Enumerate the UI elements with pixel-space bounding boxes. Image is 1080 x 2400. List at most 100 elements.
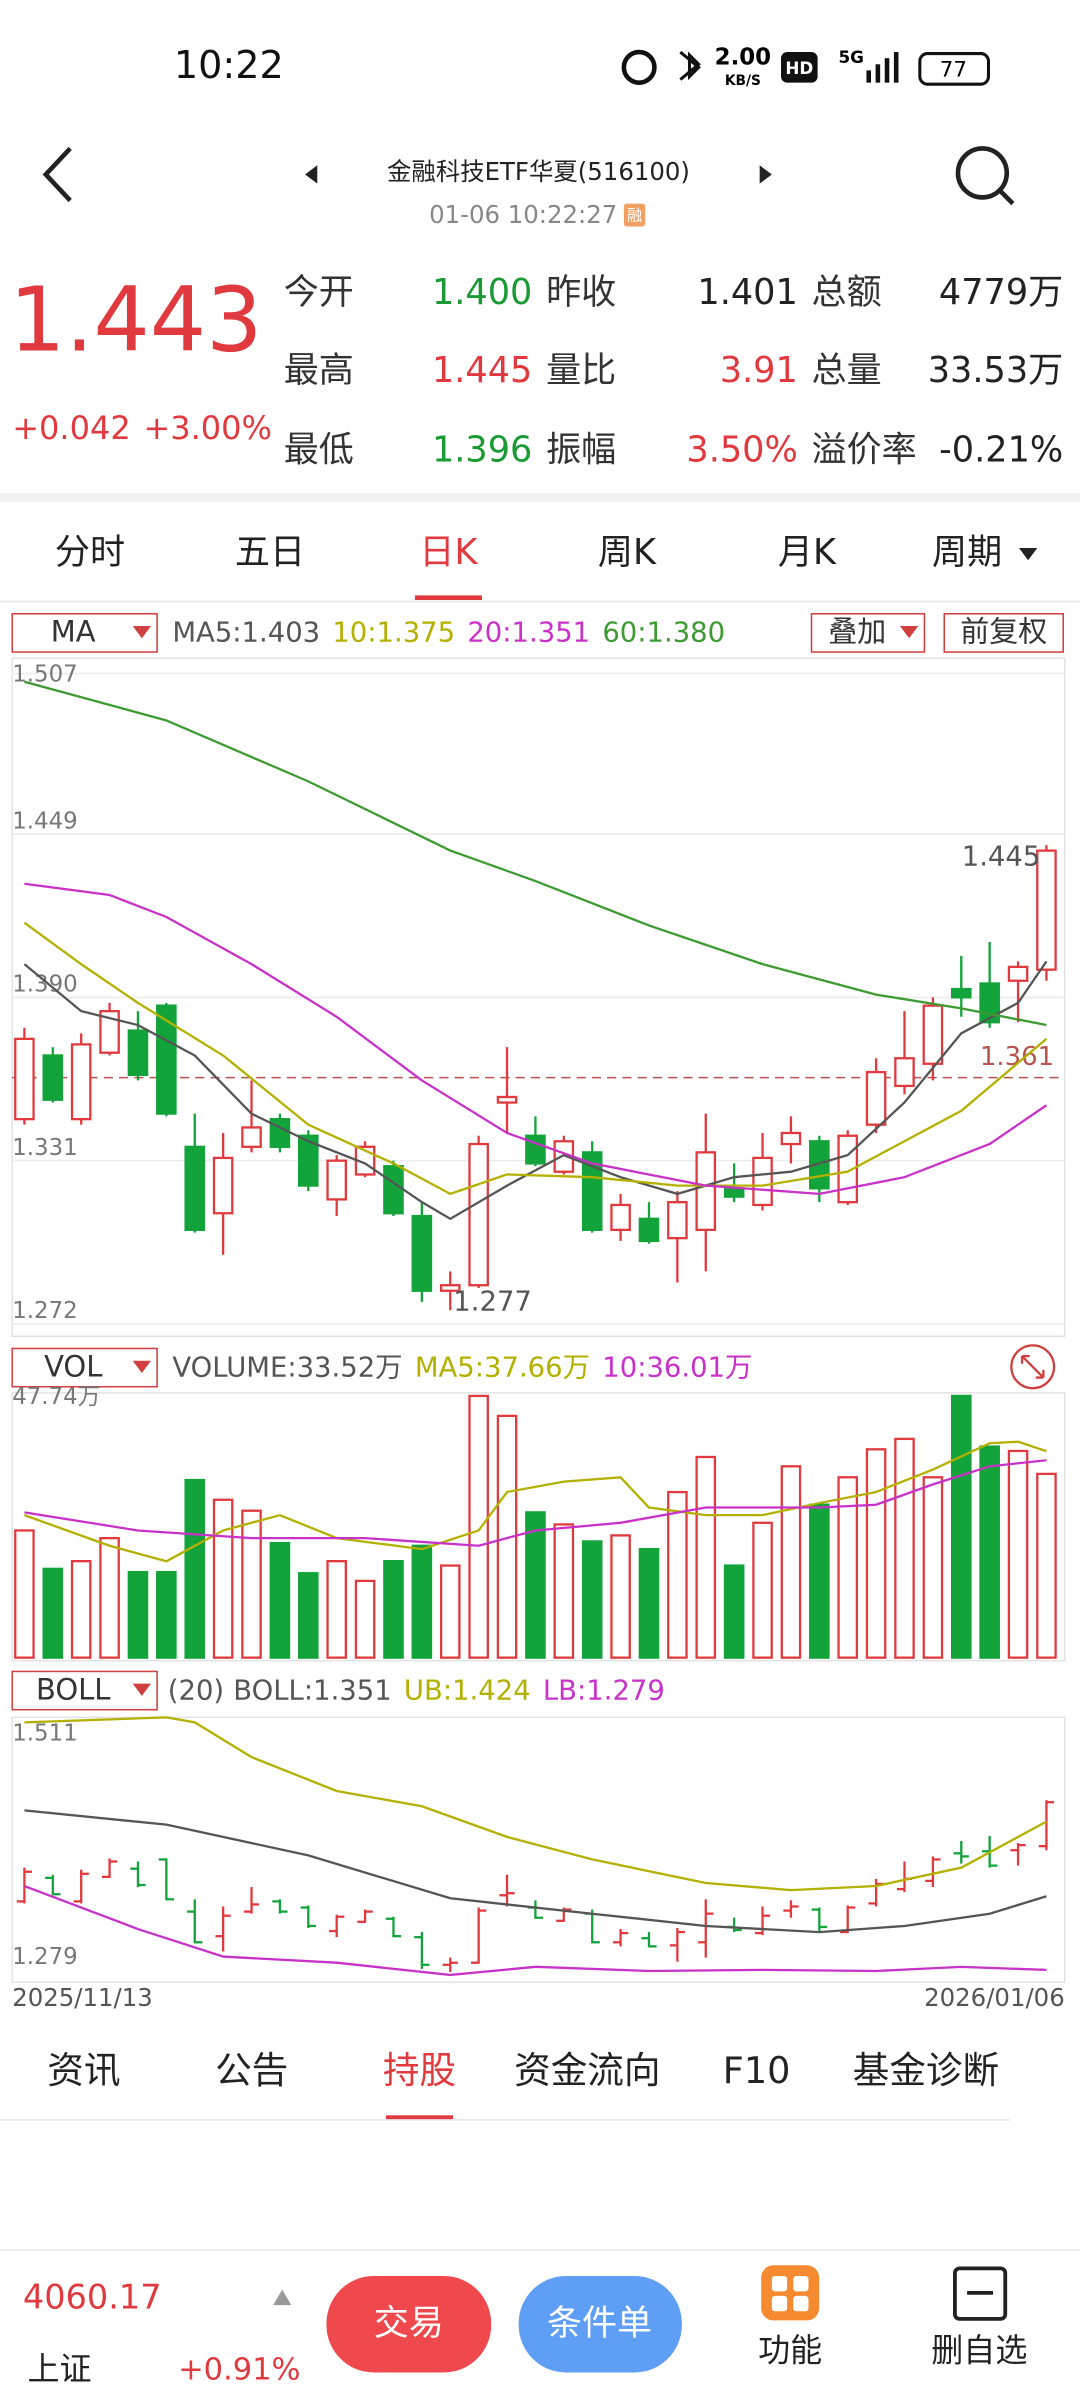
candle-body: [695, 1151, 717, 1232]
next-arrow[interactable]: [759, 165, 772, 184]
y-tick-label: 1.449: [12, 808, 77, 834]
stat-value: 1.445: [432, 350, 532, 391]
function-label: 功能: [758, 2332, 822, 2370]
remove-watch-icon[interactable]: [953, 2266, 1008, 2321]
volume-bar: [752, 1521, 773, 1659]
battery-level: 77: [940, 57, 967, 82]
signal-icon: [866, 52, 899, 83]
x-tick-label: 2026/01/06: [924, 1983, 1065, 2012]
volume-bar: [411, 1544, 433, 1659]
candle-body: [127, 1029, 149, 1076]
candle-body: [865, 1070, 887, 1126]
candle-body: [326, 1159, 347, 1201]
candle-body: [723, 1187, 745, 1198]
function-icon[interactable]: [761, 2265, 820, 2321]
candle-body: [184, 1145, 206, 1232]
net-speed-unit: KB/S: [725, 73, 761, 89]
stat-value: 33.53万: [928, 350, 1063, 391]
expand-arrow[interactable]: [273, 2289, 292, 2306]
candle-body: [99, 1010, 120, 1054]
tab[interactable]: 资金流向: [514, 2049, 660, 2092]
indicator-line: [24, 1716, 1047, 1892]
stat-label: 最低: [284, 429, 354, 470]
candle-body: [922, 1004, 944, 1065]
search-button[interactable]: [955, 146, 1010, 200]
candle-body: [496, 1095, 518, 1104]
x-tick-label: 2025/11/13: [12, 1983, 153, 2012]
adjust-label: 前复权: [960, 615, 1047, 649]
boll-name: BOLL: [36, 1672, 111, 1706]
volume-bar: [383, 1560, 404, 1659]
indicator-line: [24, 1809, 1047, 1934]
search-handle: [999, 189, 1015, 206]
vol-select[interactable]: [11, 1347, 158, 1388]
indicator-line: [23, 960, 1048, 1221]
candle-body: [780, 1131, 802, 1146]
tab[interactable]: 基金诊断: [853, 2049, 999, 2092]
volume-bar: [1007, 1449, 1029, 1659]
tab[interactable]: 五日: [235, 532, 305, 573]
tab[interactable]: 持股: [383, 2049, 456, 2092]
margin-badge-text: 融: [627, 206, 642, 224]
volume-bar: [184, 1478, 206, 1659]
tab[interactable]: 周K: [598, 532, 657, 573]
indicator-line: [24, 680, 1047, 1027]
fund-title: 金融科技ETF华夏(516100): [387, 157, 690, 186]
candle-body: [667, 1201, 688, 1240]
overlay-select[interactable]: [810, 613, 926, 653]
volume-bar: [894, 1437, 915, 1659]
trade-button[interactable]: [326, 2276, 492, 2373]
indicator-line: [24, 1884, 1047, 1977]
y-tick-label: 1.507: [12, 661, 77, 687]
volume-bar: [1036, 1472, 1057, 1659]
y-tick-label: 1.272: [12, 1298, 77, 1324]
index-value: 4060.17: [23, 2277, 162, 2316]
tab[interactable]: 月K: [778, 532, 837, 573]
legend-entry: 20:1.351: [467, 617, 590, 649]
tab[interactable]: 分时: [55, 532, 125, 573]
index-change: +0.91%: [178, 2352, 300, 2387]
fullscreen-button[interactable]: [1010, 1344, 1056, 1390]
quote-time: 01-06 10:22:27: [429, 200, 617, 229]
boll-chart-frame: [11, 1716, 1066, 1983]
candle-body: [411, 1214, 433, 1292]
tab[interactable]: 日K: [419, 532, 478, 573]
y-tick-label: 1.390: [12, 972, 77, 998]
y-tick-label: 47.74万: [12, 1384, 100, 1410]
tab[interactable]: 资讯: [47, 2049, 120, 2092]
volume-bar: [638, 1547, 660, 1659]
adjust-button[interactable]: [943, 613, 1064, 653]
volume-bar: [241, 1509, 262, 1659]
tab[interactable]: F10: [723, 2049, 791, 2092]
volume-bar: [723, 1564, 745, 1659]
volume-bar: [468, 1394, 489, 1659]
stat-label: 最高: [284, 350, 354, 391]
tab[interactable]: 周期: [932, 532, 1002, 573]
candle-body: [468, 1142, 489, 1287]
volume-bar: [298, 1572, 319, 1659]
indicator-select[interactable]: [11, 613, 158, 653]
back-button[interactable]: [42, 146, 72, 203]
stat-value: 1.396: [432, 429, 532, 470]
volume-bar: [99, 1536, 120, 1659]
last-price: 1.443: [9, 268, 262, 371]
boll-select[interactable]: [11, 1670, 158, 1711]
volume-bar: [922, 1476, 944, 1659]
reference-label: 1.361: [980, 1042, 1054, 1072]
stat-label: 昨收: [546, 272, 616, 313]
volume-bar: [979, 1445, 1000, 1659]
stat-value: 3.50%: [686, 429, 797, 470]
condition-order-button[interactable]: [518, 2276, 682, 2373]
indicator-name: MA: [51, 615, 96, 649]
candle-body: [894, 1057, 915, 1088]
volume-bar: [780, 1465, 802, 1659]
network-type: 5G: [838, 47, 863, 67]
candle-body: [581, 1151, 603, 1232]
prev-arrow[interactable]: [305, 165, 318, 184]
tab[interactable]: 公告: [215, 2049, 288, 2092]
price-annotation: 1.277: [453, 1285, 532, 1317]
legend-entry: MA5:1.403: [172, 617, 320, 649]
